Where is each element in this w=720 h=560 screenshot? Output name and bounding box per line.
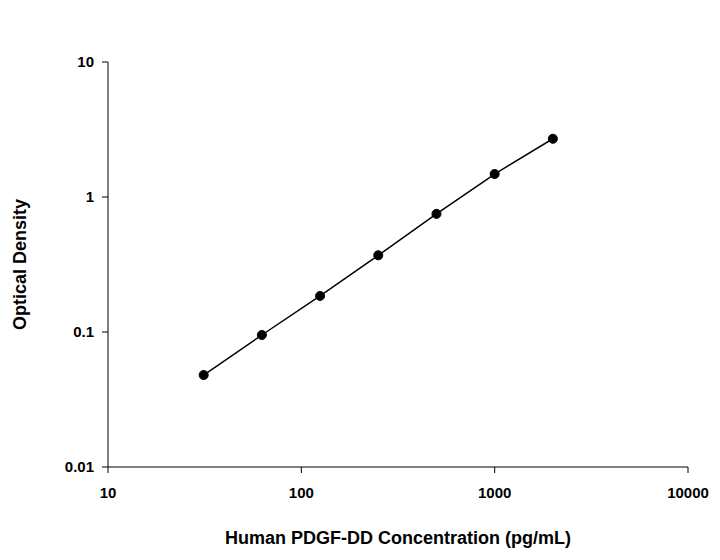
svg-text:Optical Density: Optical Density	[10, 199, 30, 330]
svg-text:10: 10	[77, 53, 94, 70]
svg-text:1: 1	[86, 188, 94, 205]
svg-text:10000: 10000	[667, 484, 709, 501]
svg-text:Human PDGF-DD Concentration (p: Human PDGF-DD Concentration (pg/mL)	[225, 528, 571, 548]
svg-text:1000: 1000	[478, 484, 511, 501]
svg-text:100: 100	[289, 484, 314, 501]
svg-text:0.1: 0.1	[73, 323, 94, 340]
svg-text:0.01: 0.01	[65, 458, 94, 475]
svg-text:10: 10	[100, 484, 117, 501]
